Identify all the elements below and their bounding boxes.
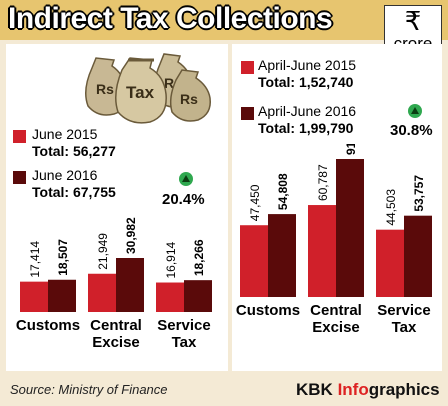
legend-total: Total: 1,99,790 [258,120,354,136]
money-bag-tax-icon: Tax [115,57,167,124]
category-label: Service [377,302,430,319]
bar-value-label: 44,503 [384,189,398,226]
bar [336,159,364,297]
bar-value-label: 21,949 [96,233,110,270]
category-label: Central [90,317,142,334]
bar-value-label: 18,266 [192,239,206,276]
bar [48,279,76,312]
bar-value-label: 60,787 [316,164,330,201]
category-label: Customs [236,302,300,319]
bar-value-label: 16,914 [164,241,178,278]
legend-label: April-June 2016 [258,103,357,119]
category-label: Tax [392,319,417,336]
legend-swatch-june-2015 [13,130,26,143]
bar-chart-quarterly: 47,450 54,808 Customs 60,787 91,225 CentralEx… [236,144,432,336]
bar [184,280,212,312]
category-label: Service [157,317,210,334]
category-label: Excise [312,319,360,336]
source-note: Source: Ministry of Finance [10,382,168,397]
bar [240,225,268,297]
brand-logo: KBK Infographics [296,380,440,399]
bar [116,258,144,312]
legend-apr-jun-2016: April-June 2016 Total: 1,99,790 [258,103,356,137]
category-label: Central [310,302,362,319]
category-label: Tax [172,334,197,351]
bar [88,273,116,312]
bar-value-label: 54,808 [276,173,290,210]
bar [308,205,336,297]
legend-total: Total: 1,52,740 [258,74,354,90]
legend-total: Total: 67,755 [32,184,116,200]
growth-up-icon [408,104,422,118]
bar [376,229,404,297]
bar [404,215,432,297]
page-title: Indirect Tax Collections [8,2,333,35]
panel-monthly: Rs Rs Rs Tax June 2015 Total: 56,277 Jun… [6,44,228,371]
growth-value: 30.8% [390,122,433,139]
legend-label: June 2015 [32,126,98,142]
growth-up-icon [179,172,193,186]
legend-swatch-apr-jun-2015 [241,61,254,74]
legend-june-2016: June 2016 Total: 67,755 [32,167,116,201]
bar-value-label: 18,507 [56,239,70,276]
bar [268,214,296,297]
legend-june-2015: June 2015 Total: 56,277 [32,126,116,160]
bar-value-label: 30,982 [124,217,138,254]
title-bar: Indirect Tax Collections [0,0,448,40]
rupee-icon: ₹ [404,6,422,36]
growth-value: 20.4% [162,191,205,208]
bar-value-label: 91,225 [344,144,358,155]
bar-chart-monthly: 17,414 18,507 Customs 21,949 30,982 CentralEx… [16,217,212,351]
money-bags-icon: Rs Rs Rs Tax [85,53,211,124]
category-label: Excise [92,334,140,351]
legend-label: June 2016 [32,167,98,183]
legend-total: Total: 56,277 [32,143,116,159]
svg-text:Rs: Rs [180,91,198,107]
bar-value-label: 47,450 [248,184,262,221]
category-label: Customs [16,317,80,334]
panel-quarterly: April-June 2015 Total: 1,52,740 April-Ju… [232,44,442,371]
legend-apr-jun-2015: April-June 2015 Total: 1,52,740 [258,57,356,91]
svg-text:Tax: Tax [126,83,155,102]
bar [156,282,184,312]
legend-swatch-june-2016 [13,171,26,184]
bar [20,281,48,312]
money-bag-rs-3-icon: Rs [169,69,211,122]
svg-text:Rs: Rs [96,81,114,97]
bar-value-label: 17,414 [28,241,42,278]
legend-label: April-June 2015 [258,57,357,73]
legend-swatch-apr-jun-2016 [241,107,254,120]
bar-value-label: 53,757 [412,175,426,212]
